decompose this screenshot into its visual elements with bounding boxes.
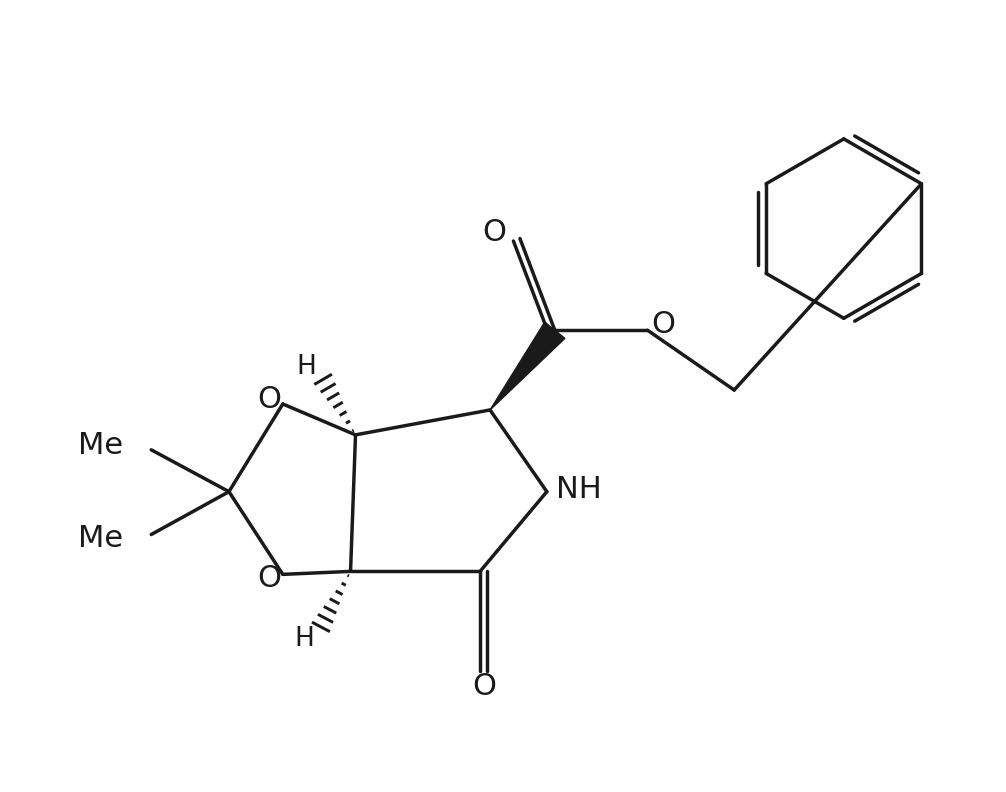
Text: O: O xyxy=(652,310,675,339)
Text: O: O xyxy=(257,386,281,414)
Text: O: O xyxy=(257,564,281,593)
Text: H: H xyxy=(297,354,317,380)
Polygon shape xyxy=(490,322,565,410)
Text: Me: Me xyxy=(78,432,124,460)
Text: O: O xyxy=(482,218,506,247)
Text: Me: Me xyxy=(78,524,124,553)
Text: H: H xyxy=(295,626,315,652)
Text: O: O xyxy=(472,672,496,702)
Text: NH: NH xyxy=(556,475,602,505)
